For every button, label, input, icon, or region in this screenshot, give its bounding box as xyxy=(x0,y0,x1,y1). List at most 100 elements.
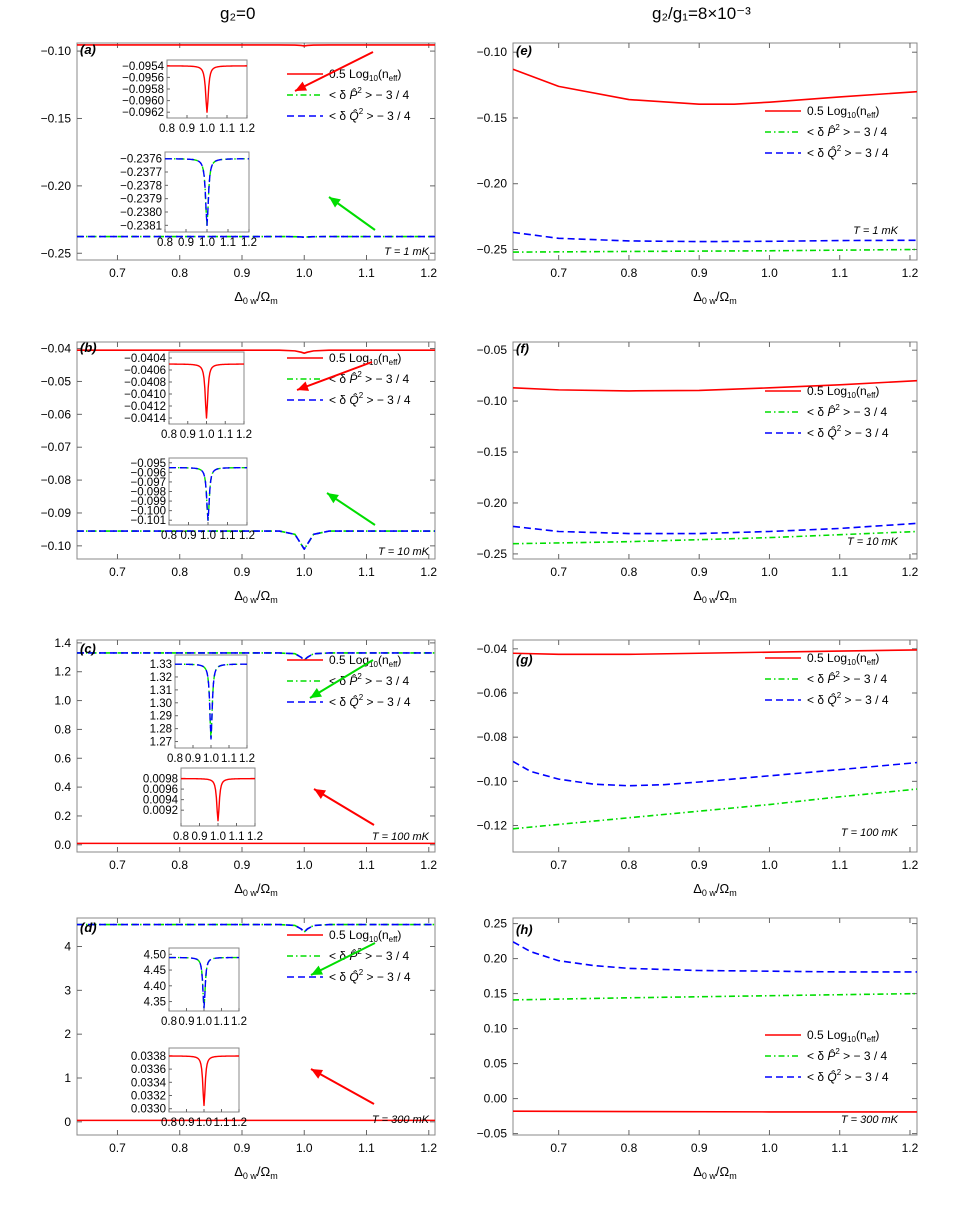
x-axis-label: Δ0 w/Ωm xyxy=(693,1164,737,1181)
panel-label: (c) xyxy=(80,641,96,656)
x-tick-label: 1.0 xyxy=(296,1141,313,1155)
x-tick-label: 1.1 xyxy=(831,1141,848,1155)
y-tick-label: −0.06 xyxy=(41,407,72,421)
y-tick-label: −0.10 xyxy=(41,44,72,58)
x-tick-label: 0.7 xyxy=(550,266,567,280)
y-tick-label: −0.05 xyxy=(41,374,72,388)
inset-y-tick-label: 4.40 xyxy=(144,981,166,993)
y-tick-label: −0.15 xyxy=(41,111,72,125)
inset-arrow-head xyxy=(297,381,310,391)
inset-x-tick-label: 0.9 xyxy=(192,831,208,843)
x-axis-label: Δ0 w/Ωm xyxy=(234,881,278,898)
legend-label-0: 0.5 Log10(neff) xyxy=(807,651,879,667)
y-tick-label: 0.25 xyxy=(484,917,508,931)
temperature-label: T = 100 mK xyxy=(372,831,430,843)
legend-label-0: 0.5 Log10(neff) xyxy=(807,384,879,400)
inset-x-tick-label: 0.8 xyxy=(161,429,177,441)
inset-series-1 xyxy=(174,663,248,740)
inset-y-tick-label: −0.2379 xyxy=(120,194,162,206)
inset-x-tick-label: 0.9 xyxy=(179,123,195,135)
y-tick-label: 0.6 xyxy=(54,751,71,765)
x-axis-label: Δ0 w/Ωm xyxy=(693,881,737,898)
inset-x-tick-label: 0.8 xyxy=(159,123,175,135)
legend-label-0: 0.5 Log10(neff) xyxy=(807,104,879,120)
legend-label-1: < δ P̂2 > − 3 / 4 xyxy=(807,123,888,139)
series-group xyxy=(77,652,435,845)
inset-y-tick-label: 4.50 xyxy=(144,949,166,961)
x-tick-label: 1.2 xyxy=(420,858,437,872)
y-tick-label: 2 xyxy=(64,1027,71,1041)
panel-label: (e) xyxy=(516,43,532,58)
legend-label-1: < δ P̂2 > − 3 / 4 xyxy=(807,670,888,686)
inset-upper: 0.8 0.9 1.0 1.1 1.2−0.0404−0.0406−0.0408−0.0… xyxy=(124,351,373,441)
legend: 0.5 Log10(neff)< δ P̂2 > − 3 / 4< δ Q̂2 … xyxy=(287,653,411,709)
inset-y-tick-label: 4.45 xyxy=(144,965,166,977)
y-tick-label: −0.04 xyxy=(41,342,72,356)
inset-y-tick-label: 0.0098 xyxy=(143,774,178,786)
inset-x-tick-label: 1.2 xyxy=(236,429,252,441)
inset-x-tick-label: 1.0 xyxy=(203,753,219,765)
series-line-0 xyxy=(513,649,917,656)
y-tick-label: −0.06 xyxy=(477,686,508,700)
series-group xyxy=(513,68,917,253)
y-tick-label: −0.25 xyxy=(41,246,72,260)
inset-series-1 xyxy=(169,956,239,1009)
inset-x-tick-label: 1.1 xyxy=(221,753,237,765)
legend-label-1: < δ P̂2 > − 3 / 4 xyxy=(329,86,410,102)
inset-arrow-shaft xyxy=(313,788,375,826)
panel-label: (b) xyxy=(80,340,97,355)
temperature-label: T = 10 mK xyxy=(847,536,899,548)
y-tick-label: −0.04 xyxy=(477,642,508,656)
x-tick-label: 0.7 xyxy=(550,1141,567,1155)
temperature-label: T = 300 mK xyxy=(372,1114,430,1126)
x-tick-label: 0.9 xyxy=(234,858,251,872)
inset-arrow-head xyxy=(310,688,323,698)
x-tick-label: 1.1 xyxy=(358,858,375,872)
series-line-0 xyxy=(513,1110,917,1113)
inset-y-tick-label: 0.0096 xyxy=(143,784,178,796)
panel-h: 0.7 0.8 0.9 1.0 1.1 1.2 −0.05 0.00 0.05 0.10 0.15 0… xyxy=(477,917,919,1181)
inset-x-tick-label: 1.0 xyxy=(196,1117,212,1129)
x-tick-label: 1.1 xyxy=(831,858,848,872)
legend-label-2: < δ Q̂2 > − 3 / 4 xyxy=(329,968,411,984)
inset-arrow-head xyxy=(311,965,324,975)
plot-frame xyxy=(512,917,918,1136)
panel-b: 0.7 0.8 0.9 1.0 1.1 1.2−0.10−0.09−0.08−0.07−0… xyxy=(41,340,438,605)
inset-series-0 xyxy=(166,65,248,113)
inset-series-0 xyxy=(169,1055,239,1107)
inset-y-tick-label: 0.0330 xyxy=(131,1104,166,1116)
inset-arrow-head xyxy=(295,81,308,91)
inset-y-tick-label: 0.0092 xyxy=(143,805,178,817)
inset-arrow-shaft xyxy=(296,361,373,391)
inset-y-tick-label: −0.0958 xyxy=(122,84,164,96)
legend-label-2: < δ Q̂2 > − 3 / 4 xyxy=(807,424,889,440)
inset-x-tick-label: 1.1 xyxy=(220,237,236,249)
series-line-2 xyxy=(513,522,917,535)
inset-y-tick-label: −0.0956 xyxy=(122,72,164,84)
inset-x-tick-label: 1.1 xyxy=(214,1016,230,1028)
legend: 0.5 Log10(neff)< δ P̂2 > − 3 / 4< δ Q̂2 … xyxy=(287,351,411,407)
y-tick-label: 1.2 xyxy=(54,665,71,679)
series-line-1 xyxy=(513,788,917,830)
legend-label-1: < δ P̂2 > − 3 / 4 xyxy=(329,947,410,963)
temperature-label: T = 300 mK xyxy=(841,1114,899,1126)
x-tick-label: 0.7 xyxy=(550,858,567,872)
x-tick-label: 1.0 xyxy=(761,858,778,872)
x-tick-label: 1.2 xyxy=(902,858,919,872)
inset-arrow-shaft xyxy=(309,659,374,699)
y-tick-label: −0.05 xyxy=(477,1127,508,1141)
y-tick-label: −0.12 xyxy=(477,819,508,833)
panel-g: 0.7 0.8 0.9 1.0 1.1 1.2 −0.12 −0.10 −0.08 −0.06 −0… xyxy=(477,639,919,898)
x-tick-label: 1.0 xyxy=(296,565,313,579)
legend-label-0: 0.5 Log10(neff) xyxy=(329,351,401,367)
inset-upper: 0.8 0.9 1.0 1.1 1.2 4.35 4.40 4.45 4.50 xyxy=(144,942,376,1028)
y-tick-label: 0.20 xyxy=(484,952,508,966)
inset-x-tick-label: 1.2 xyxy=(247,831,263,843)
y-tick-label: −0.20 xyxy=(477,177,508,191)
inset-x-tick-label: 1.0 xyxy=(210,831,226,843)
y-tick-label: 1 xyxy=(64,1071,71,1085)
x-tick-label: 0.8 xyxy=(621,1141,638,1155)
legend: 0.5 Log10(neff)< δ P̂2 > − 3 / 4< δ Q̂2 … xyxy=(287,928,411,984)
y-tick-label: 0.8 xyxy=(54,722,71,736)
